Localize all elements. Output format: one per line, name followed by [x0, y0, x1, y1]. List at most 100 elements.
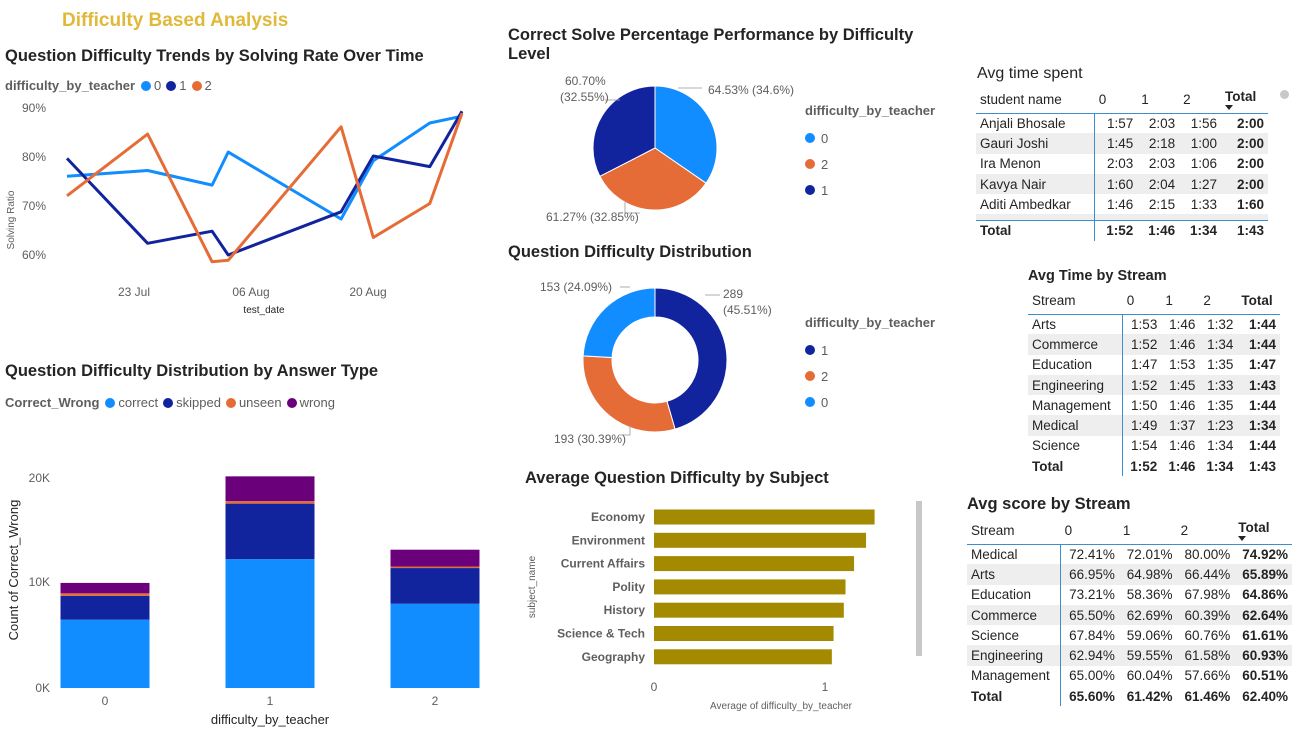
trends-line-chart[interactable]: Solving Ratio 90% 80% 70% 60% 23 Jul 06 …	[0, 95, 480, 320]
bar-Current Affairs[interactable]	[654, 556, 855, 572]
bar-segment-wrong[interactable]	[60, 582, 150, 594]
table-row: Engineering 1:52 1:45 1:33 1:43	[1028, 374, 1280, 396]
column-header[interactable]: student name	[976, 87, 1095, 114]
pie-chart[interactable]: 64.53% (34.6%) 61.27% (32.85%) 60.70% (3…	[530, 70, 800, 225]
cell-total: 2:00	[1221, 133, 1268, 154]
donut-chart[interactable]: 289 (45.51%) 153 (24.09%) 193 (30.39%)	[530, 275, 800, 450]
row-label: Total	[980, 223, 1012, 239]
row-label: Arts	[967, 564, 1061, 585]
legend-label: 0	[154, 78, 162, 93]
cell-total: 2:00	[1221, 173, 1268, 195]
cell: 1:57	[1094, 113, 1138, 134]
cell: 60.39%	[1176, 604, 1235, 626]
bar-segment-wrong[interactable]	[390, 549, 480, 567]
column-header[interactable]: 1	[1118, 518, 1177, 545]
subject-bar-chart[interactable]: subject_name 0 1 Average of difficulty_b…	[520, 497, 930, 719]
cell: 1:34	[1207, 438, 1234, 454]
column-header[interactable]: 2	[1176, 518, 1235, 545]
bar-segment-correct[interactable]	[225, 559, 315, 688]
table-row: Science 1:54 1:46 1:34 1:44	[1028, 435, 1280, 457]
answer-type-legend-item-correct[interactable]: correct	[105, 395, 158, 410]
pie-legend-item[interactable]: 2	[805, 151, 935, 177]
bar-segment-skipped[interactable]	[60, 595, 150, 620]
bar-segment-correct[interactable]	[390, 603, 480, 688]
donut-legend-item[interactable]: 2	[805, 363, 935, 389]
column-header[interactable]: 0	[1094, 87, 1138, 114]
legend-label: 2	[821, 156, 829, 172]
table-row: Management 65.00% 60.04% 57.66% 60.51%	[967, 665, 1292, 687]
legend-marker	[805, 371, 815, 381]
column-header-total[interactable]: Total	[1221, 87, 1268, 114]
bar-History[interactable]	[654, 602, 844, 618]
trends-legend-item-2[interactable]: 2	[191, 78, 212, 93]
slice-2[interactable]	[582, 355, 676, 433]
cell: 2:03	[1148, 156, 1176, 172]
slice-1[interactable]	[592, 85, 656, 177]
column-header[interactable]: 1	[1161, 288, 1200, 315]
column-header[interactable]: 0	[1122, 288, 1162, 315]
donut-data-label-2: 193 (30.39%)	[554, 432, 626, 446]
slice-0[interactable]	[582, 287, 656, 359]
bar-Polity[interactable]	[654, 579, 846, 595]
answer-type-stacked-bar-chart[interactable]: Count of Correct_Wrong 20K 10K 0K 0 1 2 …	[0, 440, 490, 731]
bar-Geography[interactable]	[654, 649, 832, 665]
slice-0[interactable]	[654, 85, 718, 184]
x-tick-label: 06 Aug	[232, 285, 269, 299]
trends-legend: difficulty_by_teacher 0 1 2	[5, 78, 217, 93]
column-header[interactable]: 0	[1060, 518, 1119, 545]
bar-segment-unseen[interactable]	[60, 593, 150, 596]
line-series-2[interactable]	[66, 112, 464, 264]
bar-Economy[interactable]	[654, 509, 875, 525]
avg-time-scrollbar[interactable]	[1280, 90, 1289, 99]
bar-segment-skipped[interactable]	[390, 568, 480, 604]
bar-Environment[interactable]	[654, 532, 867, 548]
answer-type-legend-item-skipped[interactable]: skipped	[163, 395, 221, 410]
bar-segment-unseen[interactable]	[225, 501, 315, 504]
donut-legend-item[interactable]: 0	[805, 389, 935, 415]
table-row: Arts 66.95% 64.98% 66.44% 65.89%	[967, 564, 1292, 585]
column-header[interactable]: Stream	[967, 518, 1061, 545]
bar-segment-skipped[interactable]	[225, 503, 315, 560]
table-row: Kavya Nair 1:60 2:04 1:27 2:00	[976, 173, 1268, 195]
slice-1[interactable]	[654, 287, 728, 430]
column-header[interactable]: 1	[1137, 87, 1180, 114]
cell-total: 2:00	[1236, 156, 1264, 172]
bar-segment-unseen[interactable]	[390, 566, 480, 569]
subject-chart-title: Average Question Difficulty by Subject	[525, 469, 829, 487]
legend-label: correct	[118, 395, 159, 410]
table-row-partial	[976, 214, 1268, 221]
column-header[interactable]: Stream	[1028, 288, 1123, 315]
donut-legend-item[interactable]: 1	[805, 337, 935, 363]
line-series-0[interactable]	[66, 114, 463, 221]
cell: 60.04%	[1126, 668, 1173, 684]
bar-segment-wrong[interactable]	[225, 476, 315, 502]
line-series-1[interactable]	[65, 110, 464, 257]
column-header[interactable]: 2	[1179, 87, 1222, 114]
answer-type-legend-item-wrong[interactable]: wrong	[286, 395, 336, 410]
trends-legend-item-1[interactable]: 1	[166, 78, 187, 93]
cell: 66.44%	[1176, 564, 1235, 585]
legend-marker	[163, 397, 174, 408]
legend-label: wrong	[299, 395, 336, 410]
cell: 1:27	[1179, 173, 1222, 195]
column-header-total[interactable]: Total	[1237, 288, 1280, 315]
table-row: Commerce 1:52 1:46 1:34 1:44	[1028, 334, 1280, 355]
cell-total: 1:43	[1236, 223, 1264, 239]
column-header[interactable]: 2	[1199, 288, 1238, 315]
bar-segment-correct[interactable]	[60, 619, 150, 688]
pie-legend-item[interactable]: 1	[805, 177, 935, 203]
pie-legend-item[interactable]: 0	[805, 125, 935, 151]
column-header-total[interactable]: Total	[1234, 518, 1292, 545]
slice-2[interactable]	[599, 147, 707, 211]
trends-legend-item-0[interactable]: 0	[141, 78, 161, 93]
bar-Science & Tech[interactable]	[654, 626, 834, 641]
legend-label: 1	[821, 182, 829, 198]
answer-type-legend-item-unseen[interactable]: unseen	[225, 395, 282, 410]
cell-total: 74.92%	[1242, 546, 1288, 562]
donut-data-label-0: 153 (24.09%)	[540, 280, 612, 294]
pie-data-label-2: 61.27% (32.85%)	[546, 210, 639, 224]
cell-total: 1:44	[1248, 438, 1276, 454]
trends-x-axis-label: test_date	[243, 305, 285, 316]
subject-scrollbar[interactable]	[916, 501, 922, 656]
cell: 64.98%	[1118, 564, 1177, 585]
